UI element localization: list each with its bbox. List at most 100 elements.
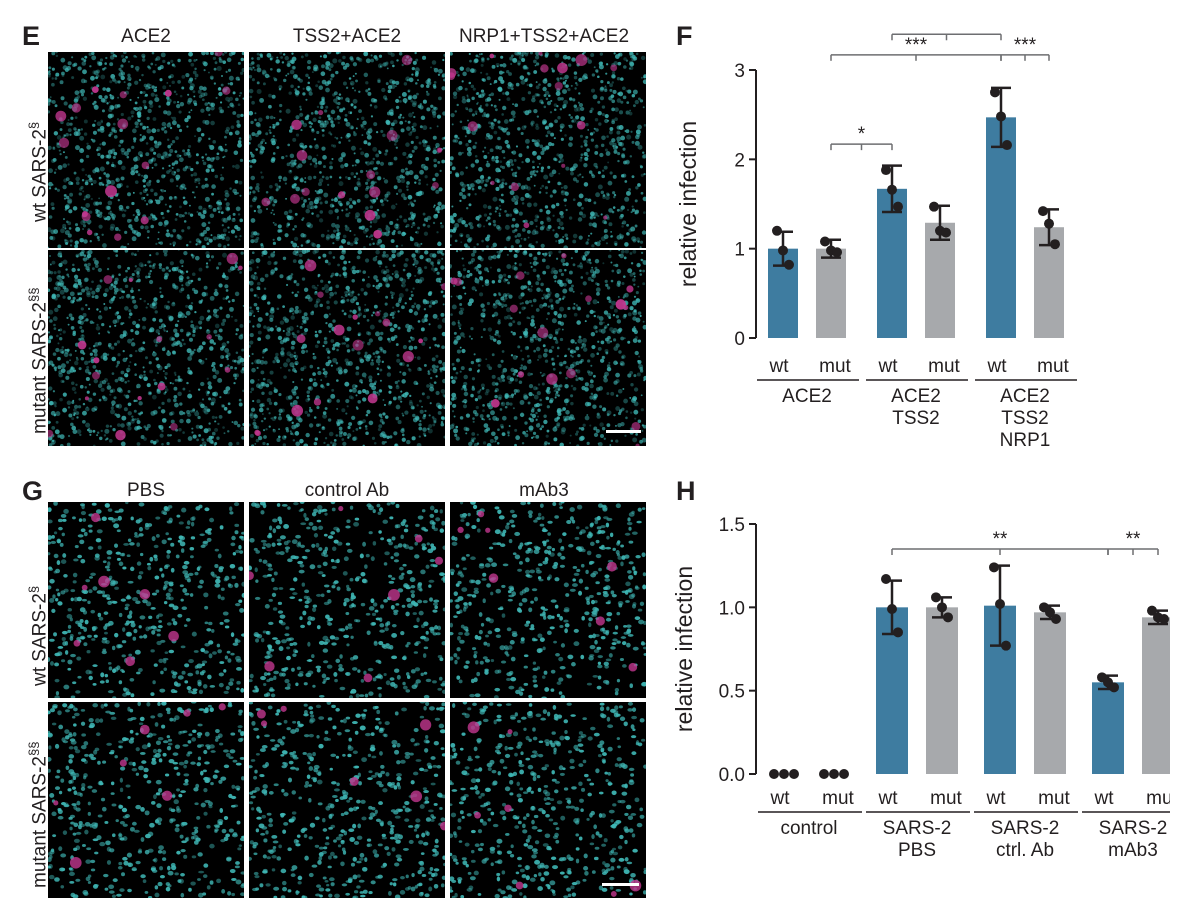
y-tick-label: 1.5 bbox=[719, 515, 745, 536]
y-tick-label: 2 bbox=[734, 150, 745, 171]
column-title: control Ab bbox=[304, 480, 390, 501]
group-label: PBS bbox=[898, 840, 936, 861]
group-label: SARS-2 bbox=[1099, 818, 1168, 839]
column-title: ACE2 bbox=[121, 26, 171, 47]
y-tick-label: 0 bbox=[734, 329, 745, 350]
data-point bbox=[832, 247, 842, 258]
significance-label: * bbox=[858, 124, 866, 145]
data-point bbox=[789, 769, 799, 779]
significance-label: ** bbox=[1126, 529, 1141, 550]
data-point bbox=[1147, 605, 1157, 616]
data-point bbox=[943, 612, 953, 623]
data-point bbox=[881, 165, 891, 176]
x-tick-label: mut bbox=[928, 356, 960, 377]
data-point bbox=[887, 184, 897, 195]
micrograph bbox=[249, 250, 445, 446]
data-point bbox=[839, 769, 849, 779]
bar-mut bbox=[816, 248, 846, 338]
x-tick-label: mut bbox=[1037, 356, 1069, 377]
data-point bbox=[779, 769, 789, 779]
y-tick-label: 3 bbox=[734, 61, 745, 82]
x-tick-label: mut bbox=[930, 788, 962, 809]
data-point bbox=[1051, 614, 1061, 624]
micrograph bbox=[249, 702, 445, 898]
bar-mut bbox=[1034, 612, 1066, 774]
data-point bbox=[881, 574, 891, 584]
data-point bbox=[989, 562, 999, 573]
bar-mut bbox=[1142, 617, 1170, 774]
micrograph bbox=[249, 52, 445, 248]
x-tick-label: wt bbox=[878, 788, 899, 809]
data-point bbox=[941, 227, 951, 238]
micrograph bbox=[249, 502, 445, 698]
group-label: NRP1 bbox=[1000, 430, 1051, 451]
micrograph bbox=[48, 250, 244, 446]
data-point bbox=[784, 259, 794, 270]
group-label: TSS2 bbox=[892, 408, 940, 429]
bar-wt bbox=[1092, 682, 1124, 774]
data-point bbox=[995, 599, 1005, 609]
y-tick-label: 0.0 bbox=[719, 765, 745, 786]
bar-chart-h: 0.0 0.5 1.0 1.5 relative infection wt mut contr… bbox=[671, 515, 1170, 861]
data-point bbox=[1002, 140, 1012, 151]
data-point bbox=[1038, 206, 1048, 217]
data-point bbox=[990, 87, 1000, 98]
bar-chart-f: 0 1 2 3 relative infection wt mut ACE2 wt mut ACE2… bbox=[675, 30, 1077, 451]
data-point bbox=[769, 769, 779, 779]
data-point bbox=[1044, 218, 1054, 229]
data-point bbox=[937, 602, 947, 613]
panel-letter-f: F bbox=[676, 21, 693, 51]
y-tick-label: 0.5 bbox=[719, 682, 745, 703]
data-point bbox=[829, 769, 839, 779]
data-point bbox=[820, 236, 830, 247]
group-label: ctrl. Ab bbox=[996, 840, 1054, 861]
significance-label: *** bbox=[1014, 35, 1037, 56]
bar-mut bbox=[926, 607, 958, 774]
data-point bbox=[1045, 607, 1055, 618]
x-tick-label: mut bbox=[819, 356, 851, 377]
group-label: SARS-2 bbox=[883, 818, 952, 839]
x-tick-label: wt bbox=[770, 788, 791, 809]
data-point bbox=[1001, 640, 1011, 651]
group-label: ACE2 bbox=[782, 386, 832, 407]
column-title: mAb3 bbox=[519, 480, 569, 501]
data-point bbox=[996, 111, 1006, 122]
y-axis-label: relative infection bbox=[671, 566, 697, 732]
scale-bar bbox=[602, 883, 639, 886]
data-point bbox=[819, 769, 829, 779]
x-tick-label: mut bbox=[1038, 788, 1070, 809]
data-point bbox=[931, 592, 941, 603]
micrograph bbox=[48, 502, 244, 698]
group-label: control bbox=[780, 818, 837, 839]
x-tick-label: wt bbox=[987, 356, 1008, 377]
y-axis-label: relative infection bbox=[675, 121, 701, 287]
group-label: TSS2 bbox=[1001, 408, 1049, 429]
data-point bbox=[893, 201, 903, 212]
y-tick-label: 1.0 bbox=[719, 598, 745, 619]
x-tick-label: wt bbox=[878, 356, 899, 377]
data-point bbox=[929, 201, 939, 212]
data-point bbox=[893, 627, 903, 638]
y-tick-label: 1 bbox=[734, 240, 745, 261]
micrograph bbox=[450, 52, 646, 248]
column-title: NRP1+TSS2+ACE2 bbox=[458, 26, 630, 47]
data-point bbox=[1109, 682, 1119, 693]
panel-letter-h: H bbox=[676, 476, 696, 506]
micrograph bbox=[450, 502, 646, 698]
data-point bbox=[772, 225, 782, 236]
x-tick-label: wt bbox=[986, 788, 1007, 809]
bar-mut bbox=[925, 222, 955, 338]
data-point bbox=[1159, 614, 1169, 624]
significance-label: ** bbox=[939, 30, 954, 35]
column-title: PBS bbox=[126, 480, 166, 501]
panel-letter-g: G bbox=[22, 476, 44, 506]
significance-label: *** bbox=[905, 35, 928, 56]
significance-label: ** bbox=[993, 529, 1008, 550]
micrograph bbox=[48, 52, 244, 248]
panel-letter-e: E bbox=[22, 21, 41, 51]
micrograph bbox=[48, 702, 244, 898]
data-point bbox=[887, 604, 897, 614]
micrograph bbox=[450, 250, 646, 446]
micrograph bbox=[450, 702, 646, 898]
data-point bbox=[1050, 239, 1060, 250]
